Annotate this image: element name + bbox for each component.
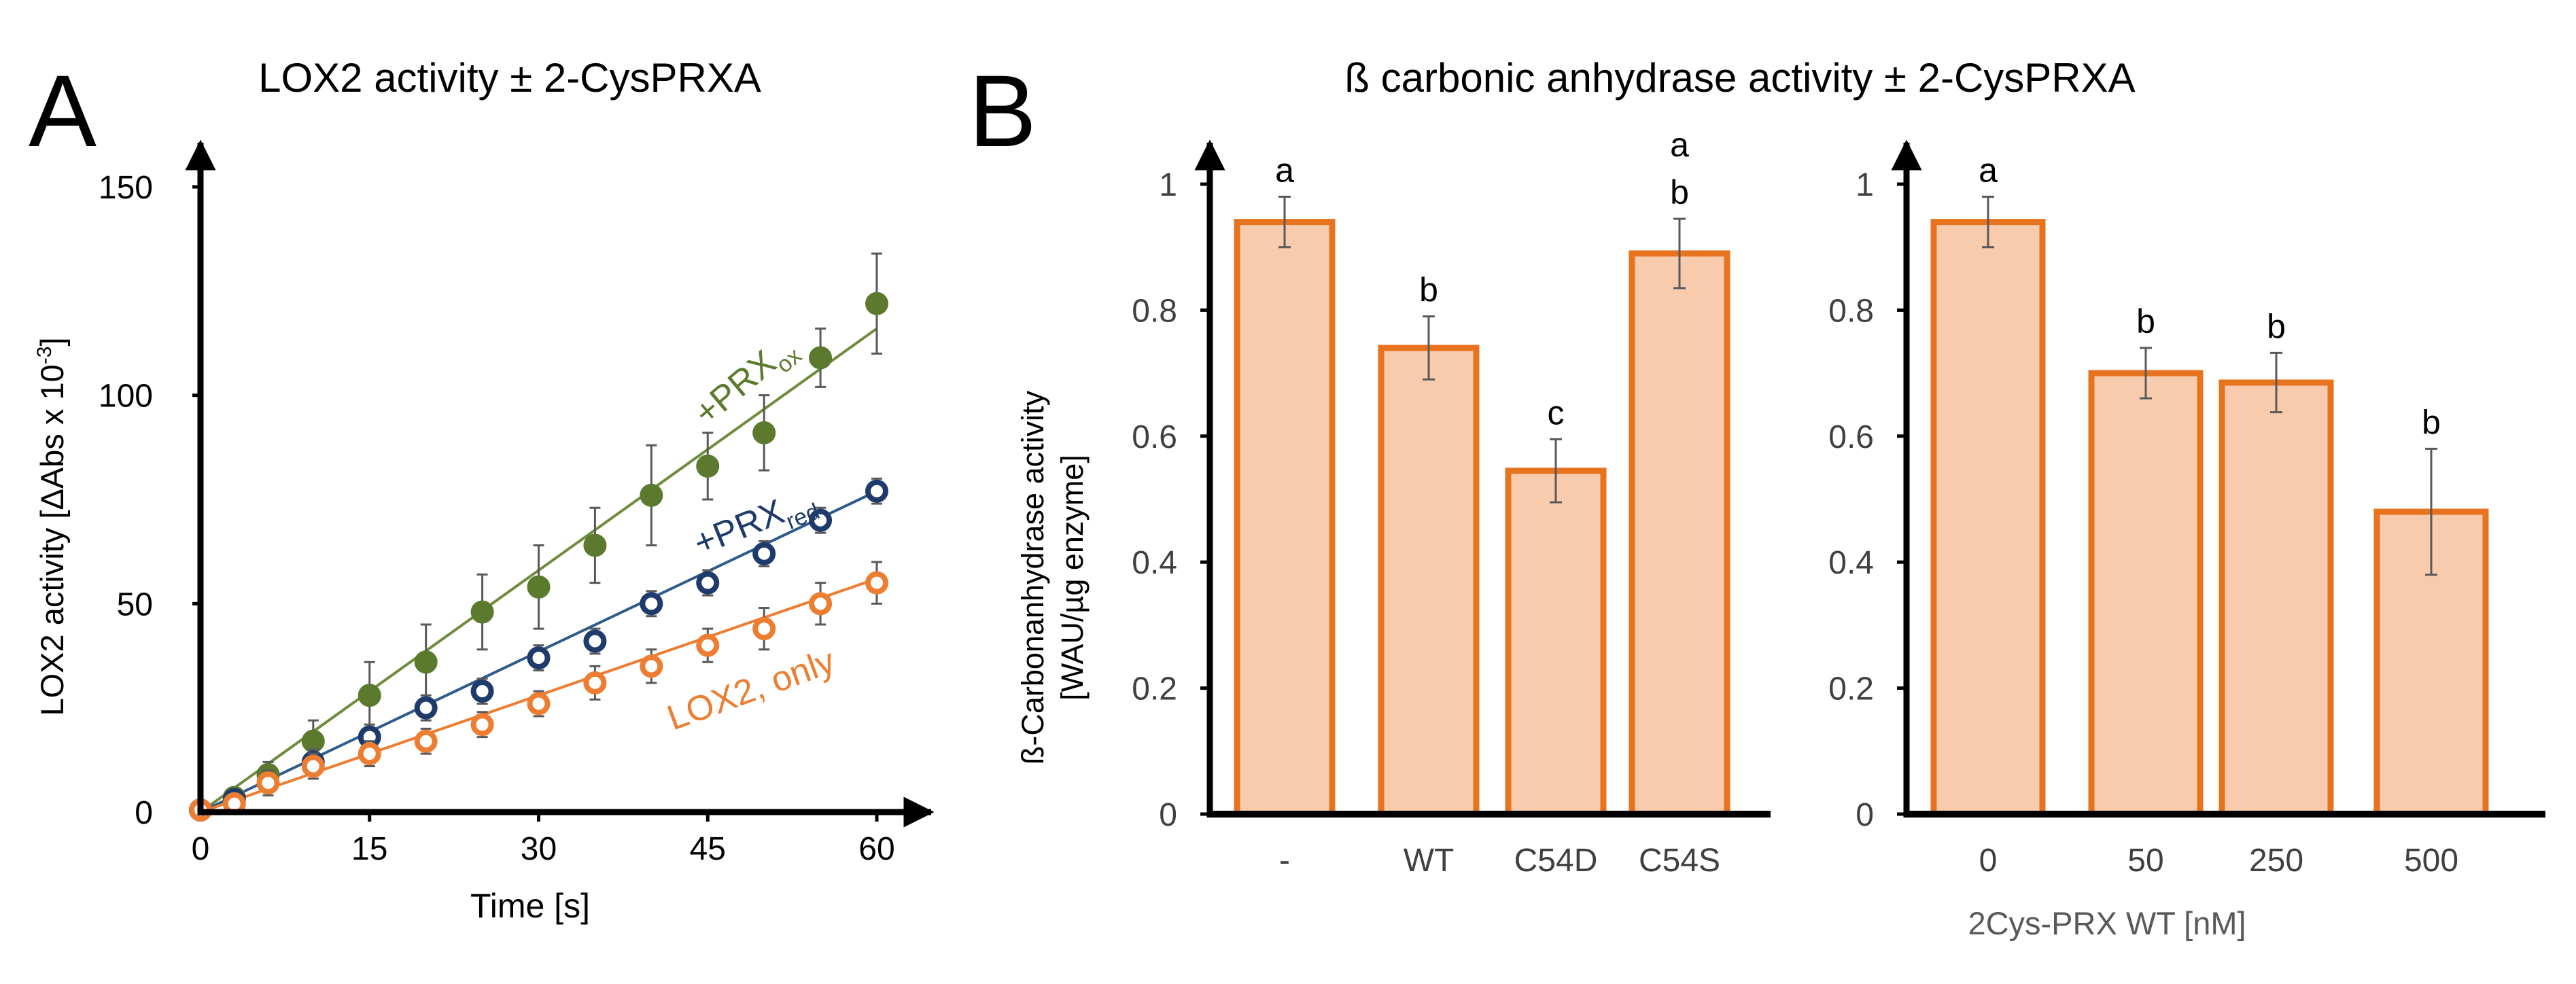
bar	[1234, 219, 1336, 818]
y-tick-label: 0.6	[1828, 419, 1874, 455]
category-label: C54D	[1514, 843, 1598, 879]
category-label: C54S	[1639, 843, 1720, 879]
data-point	[696, 571, 720, 595]
data-point	[414, 650, 438, 674]
chart-a-title: LOX2 activity ± 2-CysPRXA	[258, 55, 761, 101]
bar	[1629, 250, 1730, 818]
chart-a-ylabel-end: ]	[34, 337, 70, 346]
y-tick-label: 50	[117, 586, 153, 622]
y-tick-label: 0	[1856, 797, 1874, 833]
data-point	[809, 346, 833, 370]
data-point	[527, 575, 551, 599]
data-point	[696, 454, 720, 478]
data-point	[583, 629, 607, 653]
y-tick-label: 100	[99, 379, 153, 415]
x-tick-label: 15	[351, 831, 387, 867]
data-point	[640, 483, 663, 507]
y-tick-label: 0.8	[1828, 293, 1874, 329]
data-point	[865, 292, 888, 315]
y-tick-label: 0.2	[1828, 671, 1874, 707]
data-point	[696, 633, 720, 657]
chart-a-xlabel: Time [s]	[470, 887, 590, 925]
y-tick-label: 0.8	[1132, 293, 1177, 329]
significance-letter: b	[2422, 403, 2441, 441]
significance-letter: b	[1670, 173, 1689, 211]
data-point	[414, 696, 438, 720]
data-point	[640, 592, 663, 616]
significance-letter: b	[2136, 302, 2155, 340]
data-point	[752, 542, 776, 565]
bar	[1505, 468, 1607, 818]
category-label: 0	[1979, 843, 1998, 879]
data-point	[527, 646, 551, 670]
data-point	[414, 729, 438, 753]
significance-letter: b	[2267, 307, 2286, 345]
category-label: -	[1279, 843, 1290, 879]
data-point	[470, 680, 494, 703]
chart-a-ticks: 0 50 100 150 0 15 30 45 60	[99, 170, 895, 867]
data-point	[301, 754, 325, 778]
data-point	[752, 421, 776, 444]
x-tick-label: 45	[690, 831, 726, 867]
data-point	[470, 713, 494, 737]
y-tick-label: 0.4	[1828, 545, 1874, 581]
data-point	[583, 671, 607, 695]
chart-b-ylabel-line2: [WAU/µg enzyme]	[1055, 455, 1090, 701]
chart-b-ylabel-line1: ß-Carbonanhydrase activity	[1015, 390, 1050, 765]
bar	[1930, 219, 2046, 818]
chart-b-right-xlabel: 2Cys-PRX WT [nM]	[1968, 905, 2246, 941]
chart-b-title: ß carbonic anhydrase activity ± 2-CysPRX…	[1344, 55, 2135, 101]
data-point	[470, 600, 494, 624]
significance-letter: c	[1548, 393, 1565, 432]
series-label-prx-ox-main: +PRX	[686, 343, 783, 434]
data-point	[256, 771, 280, 795]
bar	[2218, 379, 2334, 818]
bar	[2088, 370, 2204, 818]
y-tick-label: 1	[1856, 167, 1874, 203]
y-tick-label: 150	[99, 170, 153, 206]
x-tick-label: 30	[521, 831, 557, 867]
y-tick-label: 0.6	[1132, 419, 1177, 455]
data-point	[527, 692, 551, 716]
category-label: 50	[2127, 843, 2163, 879]
y-tick-label: 0	[1159, 797, 1177, 833]
y-tick-label: 0	[135, 795, 153, 831]
series-label-lox2-only: LOX2, only	[662, 642, 840, 738]
panel-a: A LOX2 activity ± 2-CysPRXA LOX2 activit…	[29, 54, 935, 925]
data-point	[809, 592, 833, 616]
category-label: WT	[1404, 843, 1455, 879]
data-point	[809, 508, 833, 532]
y-tick-label: 0.4	[1132, 545, 1177, 581]
panel-letter-b: B	[969, 54, 1037, 168]
data-point	[865, 571, 888, 595]
data-point	[358, 742, 381, 766]
category-label: 250	[2249, 843, 2303, 879]
significance-letter: a	[1275, 152, 1294, 190]
category-label: 500	[2404, 843, 2458, 879]
panel-letter-a: A	[29, 54, 97, 168]
y-tick-label: 0.2	[1132, 671, 1177, 707]
data-point	[752, 617, 776, 641]
bar	[1378, 345, 1480, 818]
chart-a-ylabel-sup: -3	[33, 347, 56, 365]
chart-a-ylabel-main: LOX2 activity [ΔAbs x 10	[34, 364, 70, 716]
chart-a-data-points	[189, 252, 888, 822]
chart-b-right-subplot: 0 0.2 0.4 0.6 0.8 1 a 0 b 50 b 250 b 500	[1828, 152, 2489, 879]
data-point	[865, 479, 888, 503]
significance-letter: a	[1670, 126, 1689, 164]
x-tick-label: 0	[192, 831, 210, 867]
x-tick-label: 60	[858, 831, 894, 867]
significance-letter: a	[1979, 152, 1998, 190]
significance-letter: b	[1419, 271, 1438, 309]
data-point	[583, 533, 607, 557]
panel-b: B ß carbonic anhydrase activity ± 2-CysP…	[969, 54, 2545, 941]
y-tick-label: 1	[1159, 167, 1177, 203]
data-point	[640, 654, 663, 678]
data-point	[358, 684, 381, 707]
chart-a-ylabel: LOX2 activity [ΔAbs x 10-3]	[33, 337, 70, 716]
